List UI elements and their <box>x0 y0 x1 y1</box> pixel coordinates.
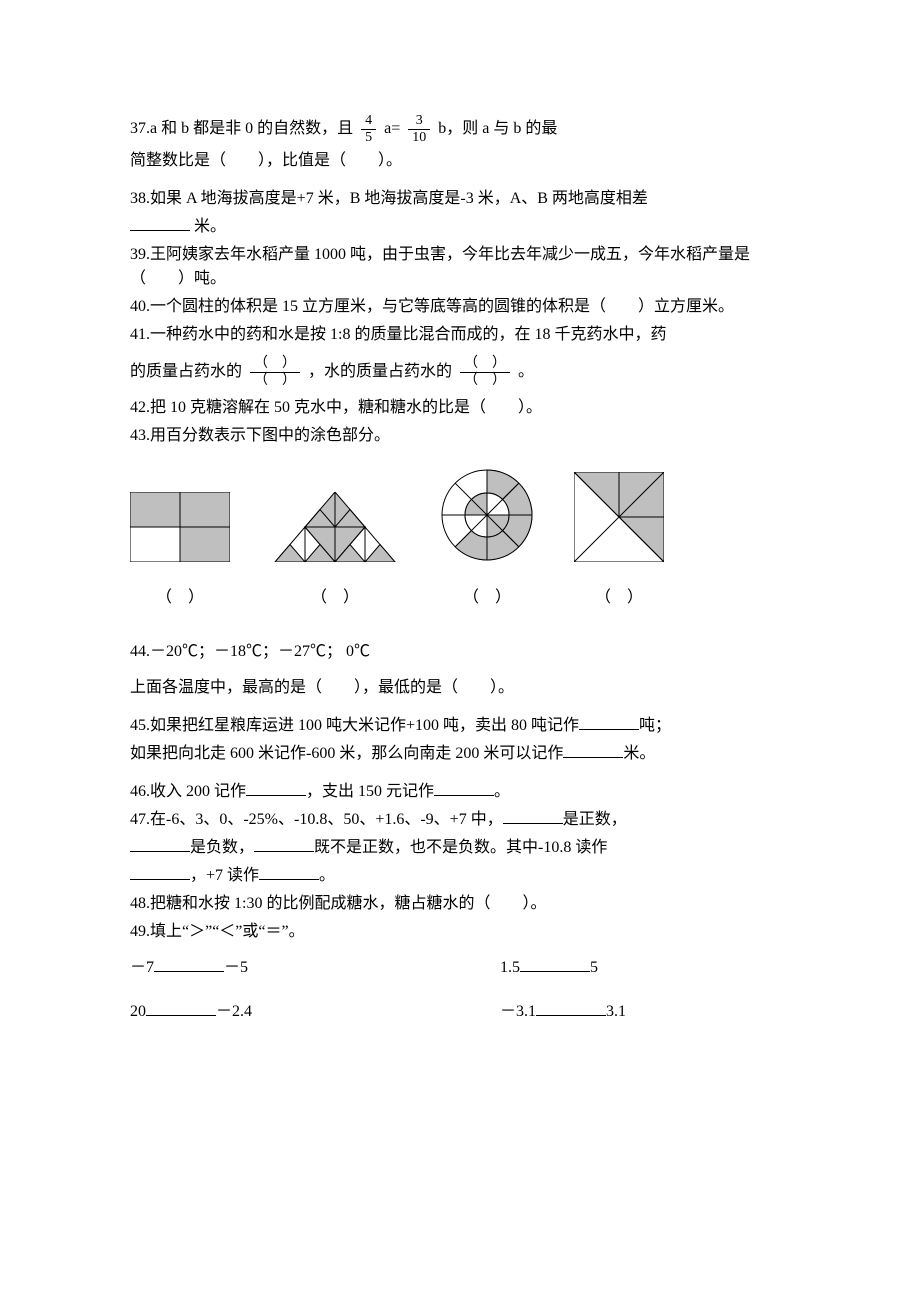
q49-r1c2-a: 1.5 <box>500 959 520 976</box>
q47-blank1 <box>503 808 563 824</box>
q37-mid2: b，则 a 与 b 的最 <box>438 120 557 137</box>
q45-l1b: 吨； <box>639 717 671 734</box>
q37-pre: 37.a 和 b 都是非 0 的自然数，且 <box>130 120 353 137</box>
q45-blank1 <box>579 714 639 730</box>
grid-2x2-icon <box>130 492 230 562</box>
q47-blank3 <box>254 836 314 852</box>
q49-blank-2 <box>520 956 590 972</box>
q48: 48.把糖和水按 1:30 的比例配成糖水，糖占糖水的（ ）。 <box>130 892 790 916</box>
q45-l2: 如果把向北走 600 米记作-600 米，那么向南走 200 米可以记作 米。 <box>130 742 790 766</box>
q43-figures-row: （ ） （ ） <box>130 468 790 610</box>
q41-l1: 41.一种药水中的药和水是按 1:8 的质量比混合而成的，在 18 千克药水中，… <box>130 323 790 347</box>
q49-r2c1: 20 －2.4 <box>130 1000 420 1024</box>
q41-pre: 的质量占药水的 <box>130 363 242 380</box>
q47-blank4 <box>130 864 190 880</box>
q47-blank5 <box>259 864 319 880</box>
q49-r2c1-b: －2.4 <box>216 1003 252 1020</box>
q46-c: 。 <box>494 783 510 800</box>
q42: 42.把 10 克糖溶解在 50 克水中，糖和糖水的比是（ ）。 <box>130 396 790 420</box>
q49-r1c1: －7 －5 <box>130 956 420 980</box>
q45-blank2 <box>563 742 623 758</box>
square-diag-icon <box>574 472 664 562</box>
q38-suffix: 米。 <box>194 218 226 235</box>
q49-blank-1 <box>154 956 224 972</box>
q43-cap4: （ ） <box>595 586 643 610</box>
q49-r2c2-a: －3.1 <box>500 1003 536 1020</box>
q47-l2b: 既不是正数，也不是负数。其中-10.8 读作 <box>314 839 607 856</box>
q43-fig4: （ ） <box>574 472 664 610</box>
q46-a: 46.收入 200 记作 <box>130 783 246 800</box>
q47-l2a: 是负数， <box>190 839 254 856</box>
q40: 40.一个圆柱的体积是 15 立方厘米，与它等底等高的圆锥的体积是（ ）立方厘米… <box>130 295 790 319</box>
q49-r2c2: －3.1 3.1 <box>500 1000 790 1024</box>
q44-l2: 上面各温度中，最高的是（ ），最低的是（ ）。 <box>130 676 790 700</box>
q37-line2: 简整数比是（ ），比值是（ ）。 <box>130 149 790 173</box>
q37: 37.a 和 b 都是非 0 的自然数，且 4 5 a= 3 10 b，则 a … <box>130 114 790 145</box>
q45-l2a: 如果把向北走 600 米记作-600 米，那么向南走 200 米可以记作 <box>130 745 563 762</box>
q49-title: 49.填上“＞”“＜”或“＝”。 <box>130 920 790 944</box>
blank-fraction-2: （ ） （ ） <box>460 357 510 388</box>
q46-blank2 <box>434 780 494 796</box>
q49-grid: －7－5 1.55 20－2.4 －3.13.1 <box>130 956 790 1024</box>
q49-blank-4 <box>536 1000 606 1016</box>
worksheet-page: 37.a 和 b 都是非 0 的自然数，且 4 5 a= 3 10 b，则 a … <box>0 0 920 1104</box>
q49-r1c2-b: 5 <box>590 959 598 976</box>
q41-mid: ，水的质量占药水的 <box>308 363 452 380</box>
q47-l3: ，+7 读作 。 <box>130 864 790 888</box>
q43-fig2: （ ） <box>270 492 400 610</box>
q45-l1a: 45.如果把红星粮库运进 100 吨大米记作+100 吨，卖出 80 吨记作 <box>130 717 579 734</box>
q47-l3b: 。 <box>319 867 335 884</box>
q49-r2c1-a: 20 <box>130 1003 146 1020</box>
q49-blank-3 <box>146 1000 216 1016</box>
q43-fig1: （ ） <box>130 492 230 610</box>
q41-end: 。 <box>518 363 534 380</box>
q41-l2: 的质量占药水的 （ ） （ ） ，水的质量占药水的 （ ） （ ） 。 <box>130 357 790 388</box>
q47-l1a: 47.在-6、3、0、-25%、-10.8、50、+1.6、-9、+7 中， <box>130 811 503 828</box>
q43-cap3: （ ） <box>463 586 511 610</box>
blank-fraction-1: （ ） （ ） <box>250 357 300 388</box>
q46-blank1 <box>246 780 306 796</box>
q47-l1b: 是正数， <box>563 811 627 828</box>
q43-title: 43.用百分数表示下图中的涂色部分。 <box>130 424 790 448</box>
q39: 39.王阿姨家去年水稻产量 1000 吨，由于虫害，今年比去年减少一成五，今年水… <box>130 243 790 291</box>
q43-cap2: （ ） <box>311 586 359 610</box>
q45-l2b: 米。 <box>623 745 655 762</box>
q38-l1: 38.如果 A 地海拔高度是+7 米，B 地海拔高度是-3 米，A、B 两地高度… <box>130 187 790 211</box>
q49-r1c1-a: －7 <box>130 959 154 976</box>
triangle-strip-icon <box>270 492 400 562</box>
q44-l1: 44.－20℃；－18℃；－27℃； 0℃ <box>130 640 790 664</box>
q47-blank2 <box>130 836 190 852</box>
q37-mid1: a= <box>384 120 400 137</box>
q49-r1c1-b: －5 <box>224 959 248 976</box>
q47-l1: 47.在-6、3、0、-25%、-10.8、50、+1.6、-9、+7 中， 是正… <box>130 808 790 832</box>
circle-sectors-icon <box>440 468 534 562</box>
q47-l2: 是负数， 既不是正数，也不是负数。其中-10.8 读作 <box>130 836 790 860</box>
q45-l1: 45.如果把红星粮库运进 100 吨大米记作+100 吨，卖出 80 吨记作 吨； <box>130 714 790 738</box>
q46: 46.收入 200 记作 ，支出 150 元记作 。 <box>130 780 790 804</box>
fraction-4-5: 4 5 <box>361 114 376 145</box>
fraction-3-10: 3 10 <box>408 114 430 145</box>
q47-l3a: ，+7 读作 <box>190 867 259 884</box>
q49-r1c2: 1.55 <box>500 956 790 980</box>
q38-l2: 米。 <box>130 215 790 239</box>
q43-fig3: （ ） <box>440 468 534 610</box>
q49-r2c2-b: 3.1 <box>606 1003 626 1020</box>
q38-blank <box>130 215 190 231</box>
q43-cap1: （ ） <box>156 586 204 610</box>
q46-b: ，支出 150 元记作 <box>306 783 434 800</box>
